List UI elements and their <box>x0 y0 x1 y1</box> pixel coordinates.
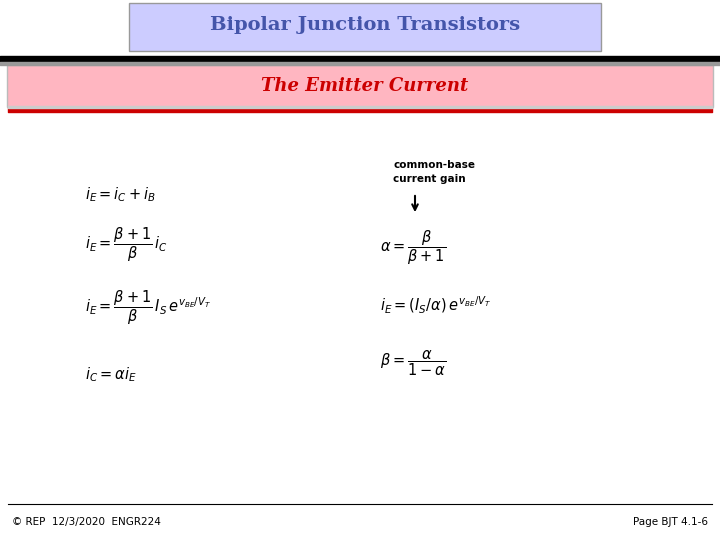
Text: $i_C = \alpha i_E$: $i_C = \alpha i_E$ <box>85 366 137 384</box>
Text: Bipolar Junction Transistors: Bipolar Junction Transistors <box>210 16 520 34</box>
FancyBboxPatch shape <box>129 3 601 51</box>
Text: $i_E = (I_S/\alpha)\,e^{v_{BE}/V_T}$: $i_E = (I_S/\alpha)\,e^{v_{BE}/V_T}$ <box>380 294 491 315</box>
Text: $\beta = \dfrac{\alpha}{1-\alpha}$: $\beta = \dfrac{\alpha}{1-\alpha}$ <box>380 348 446 378</box>
Text: common-base
current gain: common-base current gain <box>393 160 475 184</box>
FancyBboxPatch shape <box>7 65 713 107</box>
Text: $\alpha = \dfrac{\beta}{\beta+1}$: $\alpha = \dfrac{\beta}{\beta+1}$ <box>380 229 446 267</box>
Text: $i_E = \dfrac{\beta+1}{\beta}\,I_S\,e^{v_{BE}/V_T}$: $i_E = \dfrac{\beta+1}{\beta}\,I_S\,e^{v… <box>85 289 211 327</box>
Text: $i_E = \dfrac{\beta+1}{\beta}\,i_C$: $i_E = \dfrac{\beta+1}{\beta}\,i_C$ <box>85 226 168 264</box>
Text: © REP  12/3/2020  ENGR224: © REP 12/3/2020 ENGR224 <box>12 517 161 527</box>
Text: The Emitter Current: The Emitter Current <box>261 77 469 95</box>
Text: Page BJT 4.1-6: Page BJT 4.1-6 <box>633 517 708 527</box>
Text: $i_E = i_C + i_B$: $i_E = i_C + i_B$ <box>85 186 156 204</box>
